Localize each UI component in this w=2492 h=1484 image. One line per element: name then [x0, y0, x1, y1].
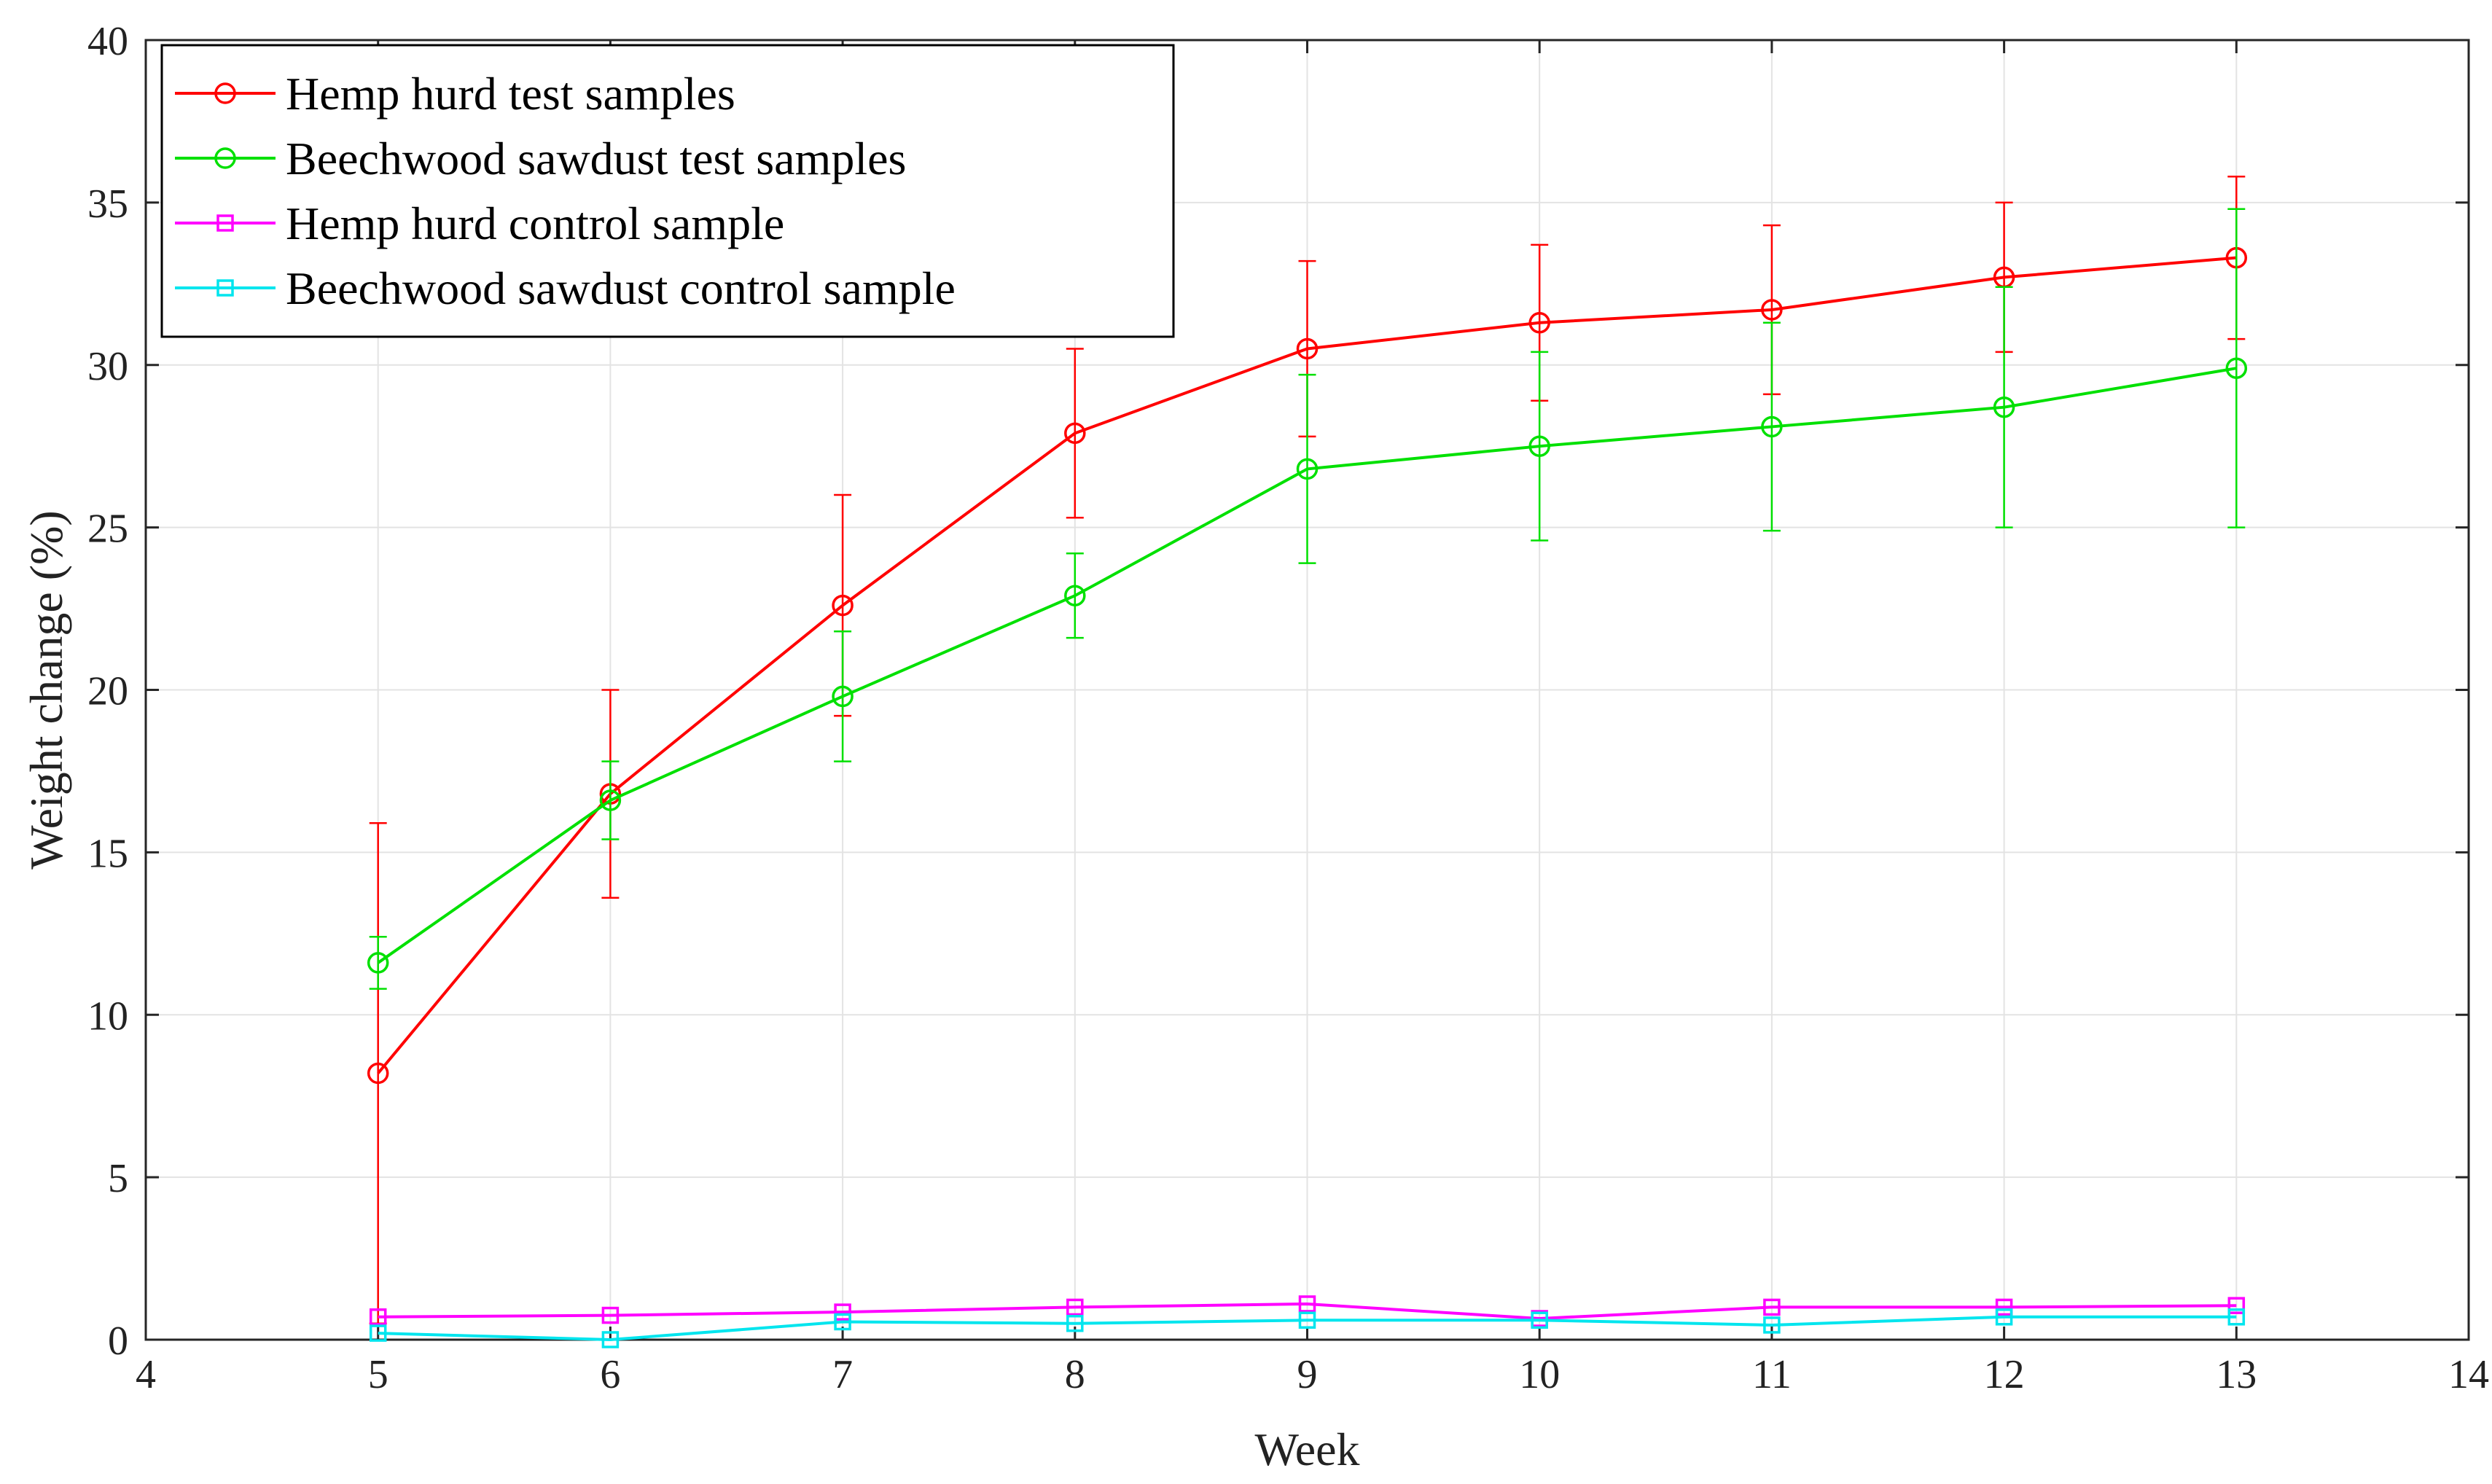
- x-tick-label: 9: [1297, 1352, 1318, 1397]
- data-point: [832, 685, 854, 708]
- x-tick-label: 13: [2216, 1352, 2257, 1397]
- data-point: [2227, 1308, 2246, 1326]
- y-tick-label: 15: [87, 831, 128, 876]
- data-point: [1066, 1298, 1084, 1316]
- y-tick-label: 30: [87, 344, 128, 389]
- data-point: [1296, 337, 1319, 360]
- x-tick-label: 4: [136, 1352, 156, 1397]
- x-tick-label: 5: [368, 1352, 388, 1397]
- legend-item-4: Beechwood sawdust control sample: [175, 262, 956, 314]
- series-layer: [367, 175, 2248, 1348]
- data-point: [832, 594, 854, 617]
- x-tick-label: 14: [2448, 1352, 2489, 1397]
- x-tick-label: 7: [832, 1352, 853, 1397]
- y-tick-label: 10: [87, 993, 128, 1039]
- x-tick-label: 8: [1065, 1352, 1085, 1397]
- y-tick-label: 25: [87, 507, 128, 552]
- y-tick-label: 40: [87, 19, 128, 64]
- legend-item-3: Hemp hurd control sample: [175, 198, 784, 249]
- legend-label: Beechwood sawdust test samples: [286, 133, 906, 184]
- data-point: [1296, 458, 1319, 480]
- x-axis-label: Week: [1254, 1424, 1359, 1475]
- data-point: [1528, 435, 1550, 457]
- series-2: [367, 208, 2248, 990]
- data-point: [369, 1324, 387, 1342]
- y-tick-label: 35: [87, 181, 128, 227]
- series-line: [378, 1315, 2237, 1342]
- data-point: [1761, 415, 1783, 438]
- data-point: [1993, 396, 2015, 418]
- legend-marker: [216, 279, 234, 297]
- legend-marker: [214, 147, 236, 169]
- legend-box: [160, 44, 1175, 338]
- data-point: [601, 1331, 620, 1348]
- data-point: [1298, 1311, 1316, 1329]
- data-point: [599, 789, 622, 811]
- legend-label: Beechwood sawdust control sample: [286, 262, 956, 314]
- data-point: [1763, 1316, 1781, 1334]
- data-point: [1761, 299, 1783, 321]
- data-point: [834, 1313, 851, 1331]
- data-point: [1066, 1314, 1084, 1332]
- data-point: [367, 952, 389, 974]
- x-tick-label: 10: [1519, 1352, 1560, 1397]
- data-point: [1298, 1295, 1316, 1313]
- data-point: [834, 1303, 851, 1321]
- series-line: [377, 256, 2237, 1074]
- series-3: [369, 1295, 2246, 1327]
- y-tick-label: 5: [108, 1156, 128, 1201]
- x-tick-label: 11: [1752, 1352, 1792, 1397]
- legend-label: Hemp hurd control sample: [286, 198, 784, 249]
- series-line: [378, 1302, 2237, 1321]
- data-point: [1763, 1298, 1781, 1316]
- data-point: [369, 1308, 387, 1326]
- x-tick-label: 12: [1984, 1352, 2025, 1397]
- data-point: [367, 1062, 389, 1085]
- data-point: [2227, 1297, 2246, 1314]
- axis-ticks: 4 5 6 7 8 9 10 11 12 13 14 0 5 10 15 20 25 30 35 40: [87, 19, 2489, 1397]
- y-axis-label: Weight change (%): [20, 510, 72, 869]
- legend-marker: [216, 214, 234, 232]
- series-4: [369, 1308, 2246, 1348]
- y-tick-label: 0: [108, 1319, 128, 1364]
- legend-item-2: Beechwood sawdust test samples: [175, 133, 906, 184]
- legend: Hemp hurd test samples Beechwood sawdust …: [160, 44, 1175, 338]
- data-point: [1528, 312, 1550, 334]
- y-tick-label: 20: [87, 669, 128, 714]
- data-point: [1995, 1308, 2013, 1326]
- data-point: [1531, 1311, 1548, 1329]
- legend-label: Hemp hurd test samples: [286, 68, 735, 120]
- legend-marker: [214, 82, 236, 104]
- data-point: [1064, 422, 1086, 445]
- legend-item-1: Hemp hurd test samples: [175, 68, 735, 120]
- data-point: [1995, 1298, 2013, 1316]
- data-point: [601, 1306, 620, 1324]
- series-line: [377, 367, 2237, 964]
- x-tick-label: 6: [600, 1352, 620, 1397]
- data-point: [2225, 357, 2248, 379]
- data-point: [1064, 585, 1086, 606]
